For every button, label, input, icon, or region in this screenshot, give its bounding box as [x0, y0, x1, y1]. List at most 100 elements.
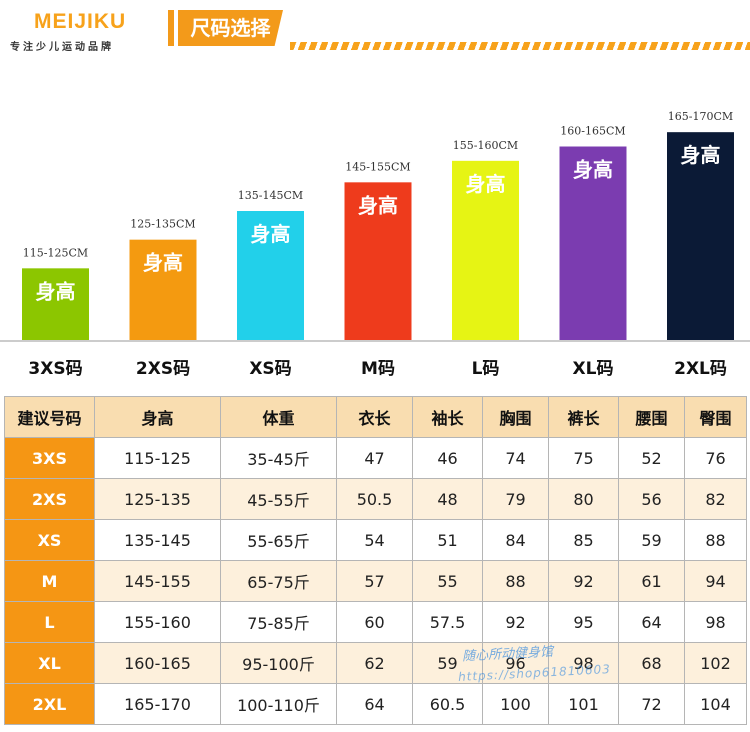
size-cell: XL [4, 642, 95, 684]
column-header: 胸围 [482, 396, 549, 438]
bar-label: 身高 [143, 251, 183, 275]
table-cell: 84 [482, 519, 549, 561]
range-label: 160-165CM [560, 125, 625, 138]
table-cell: 80 [548, 478, 619, 520]
table-cell: 74 [482, 437, 549, 479]
table-cell: 65-75斤 [220, 560, 337, 602]
decorative-stripe [290, 42, 750, 50]
table-cell: 75-85斤 [220, 601, 337, 643]
table-cell: 64 [618, 601, 685, 643]
height-bar-chart: 身高 115-125CM 3XS码 身高 125-135CM 2XS码 身高 135-145C… [0, 60, 750, 390]
category-label: 2XS码 [136, 359, 190, 379]
table-row: 2XS 125-135 45-55斤 50.5 48 79 80 56 82 [4, 478, 747, 520]
column-header: 腰围 [618, 396, 685, 438]
table-cell: 56 [618, 478, 685, 520]
bar-L码 [452, 160, 519, 340]
table-row: 2XL 165-170 100-110斤 64 60.5 100 101 72 104 [4, 683, 747, 725]
category-label: M码 [361, 359, 395, 379]
category-label: XL码 [573, 359, 614, 379]
table-cell: 57.5 [412, 601, 483, 643]
table-cell: 64 [336, 683, 413, 725]
table-cell: 79 [482, 478, 549, 520]
size-cell: 2XS [4, 478, 95, 520]
column-header: 裤长 [548, 396, 619, 438]
table-cell: 165-170 [94, 683, 221, 725]
range-label: 155-160CM [453, 139, 518, 152]
table-cell: 92 [482, 601, 549, 643]
table-cell: 145-155 [94, 560, 221, 602]
table-cell: 50.5 [336, 478, 413, 520]
table-cell: 98 [548, 642, 619, 684]
table-cell: 95-100斤 [220, 642, 337, 684]
table-cell: 101 [548, 683, 619, 725]
table-cell: 100-110斤 [220, 683, 337, 725]
table-cell: 100 [482, 683, 549, 725]
category-label: L码 [472, 359, 500, 379]
range-label: 115-125CM [23, 246, 88, 259]
table-cell: 46 [412, 437, 483, 479]
size-cell: 3XS [4, 437, 95, 479]
size-cell: M [4, 560, 95, 602]
category-label: XS码 [249, 359, 291, 379]
brand-logo: MEIJIKU [34, 10, 127, 33]
table-cell: 45-55斤 [220, 478, 337, 520]
table-cell: 62 [336, 642, 413, 684]
table-cell: 55-65斤 [220, 519, 337, 561]
table-cell: 102 [684, 642, 747, 684]
column-header: 衣长 [336, 396, 413, 438]
table-cell: 155-160 [94, 601, 221, 643]
page-header: MEIJIKU 专注少儿运动品牌 尺码选择 [0, 0, 750, 60]
table-cell: 35-45斤 [220, 437, 337, 479]
table-cell: 88 [684, 519, 747, 561]
table-cell: 54 [336, 519, 413, 561]
table-row: L 155-160 75-85斤 60 57.5 92 95 64 98 [4, 601, 747, 643]
category-label: 3XS码 [28, 359, 82, 379]
table-cell: 95 [548, 601, 619, 643]
column-header: 体重 [220, 396, 337, 438]
table-body: 3XS 115-125 35-45斤 47 46 74 75 52 76 2XS 125-135 45… [4, 437, 747, 725]
column-header: 身高 [94, 396, 221, 438]
bar-2XS码 [129, 239, 197, 340]
table-cell: 76 [684, 437, 747, 479]
table-row: XS 135-145 55-65斤 54 51 84 85 59 88 [4, 519, 747, 561]
bar-label: 身高 [681, 143, 721, 167]
brand-tagline: 专注少儿运动品牌 [10, 42, 114, 53]
bar-label: 身高 [358, 193, 398, 217]
table-cell: 160-165 [94, 642, 221, 684]
size-table: 建议号码 身高 体重 衣长 袖长 胸围 裤长 腰围 臀围 3XS 115-125 35-45斤 47 4… [4, 396, 747, 725]
section-tag-accent [168, 10, 174, 46]
bar-label: 身高 [466, 172, 506, 196]
category-label: 2XL码 [674, 359, 727, 379]
table-cell: 59 [412, 642, 483, 684]
table-cell: 94 [684, 560, 747, 602]
table-cell: 104 [684, 683, 747, 725]
bar-M码 [344, 182, 412, 340]
range-label: 135-145CM [238, 189, 303, 202]
size-cell: XS [4, 519, 95, 561]
table-cell: 68 [618, 642, 685, 684]
table-cell: 85 [548, 519, 619, 561]
bar-XL码 [559, 146, 627, 340]
range-label: 125-135CM [130, 218, 195, 231]
size-cell: 2XL [4, 683, 95, 725]
table-cell: 96 [482, 642, 549, 684]
table-cell: 61 [618, 560, 685, 602]
range-label: 165-170CM [668, 110, 733, 123]
table-row: M 145-155 65-75斤 57 55 88 92 61 94 [4, 560, 747, 602]
bar-label: 身高 [573, 158, 613, 182]
bar-label: 身高 [36, 279, 76, 303]
table-cell: 135-145 [94, 519, 221, 561]
table-cell: 57 [336, 560, 413, 602]
size-cell: L [4, 601, 95, 643]
table-cell: 115-125 [94, 437, 221, 479]
column-header: 建议号码 [4, 396, 95, 438]
table-cell: 52 [618, 437, 685, 479]
table-cell: 88 [482, 560, 549, 602]
column-header: 袖长 [412, 396, 483, 438]
table-cell: 55 [412, 560, 483, 602]
table-cell: 60.5 [412, 683, 483, 725]
table-cell: 48 [412, 478, 483, 520]
section-title: 尺码选择 [178, 10, 283, 46]
table-cell: 98 [684, 601, 747, 643]
table-cell: 47 [336, 437, 413, 479]
